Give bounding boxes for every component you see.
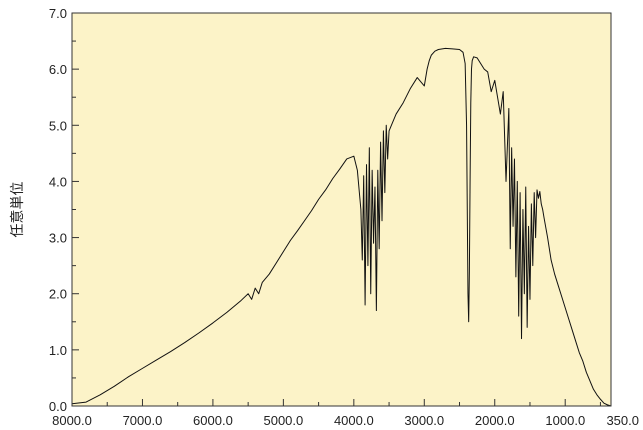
x-tick-label: 4000.0 [334, 413, 374, 428]
plot-frame [71, 12, 612, 407]
x-tick-label: 8000.0 [52, 413, 92, 428]
y-axis-title: 任意単位 [9, 182, 26, 238]
x-tick-label: 7000.0 [123, 413, 163, 428]
x-tick-label: 3000.0 [404, 413, 444, 428]
y-tick-label: 6.0 [49, 62, 67, 77]
x-tick-label: 2000.0 [475, 413, 515, 428]
axis-ticks [71, 12, 612, 407]
x-tick-label: 1000.0 [545, 413, 585, 428]
plot-area [72, 13, 611, 406]
series-layer [71, 47, 612, 407]
series-line-0 [71, 47, 612, 407]
y-tick-label: 1.0 [49, 343, 67, 358]
x-tick-label: 6000.0 [193, 413, 233, 428]
y-tick-label: 0.0 [49, 399, 67, 414]
y-tick-label: 5.0 [49, 118, 67, 133]
tick-labels: 0.0 1.0 2.0 3.0 4.0 5.0 6.0 7.0 8000.0 7000.0 6000… [49, 6, 639, 428]
y-tick-label: 3.0 [49, 231, 67, 246]
x-tick-label: 350.0 [606, 413, 639, 428]
y-tick-label: 7.0 [49, 6, 67, 21]
x-tick-label: 5000.0 [263, 413, 303, 428]
y-tick-label: 4.0 [49, 174, 67, 189]
y-tick-label: 2.0 [49, 287, 67, 302]
